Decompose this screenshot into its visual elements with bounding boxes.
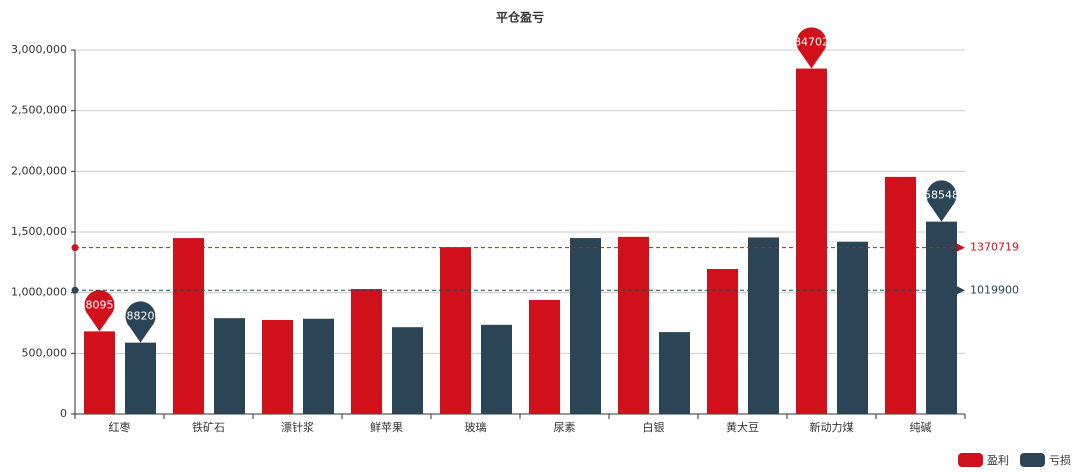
mark-point-label: 588200 (120, 310, 162, 323)
bar (351, 289, 382, 414)
y-tick-label: 1,000,000 (11, 286, 67, 299)
bar (392, 327, 423, 414)
y-tick-label: 1,500,000 (11, 225, 67, 238)
average-start (71, 286, 79, 294)
mark-point (84, 290, 115, 332)
x-tick-label: 黄大豆 (726, 420, 759, 434)
x-tick-label: 鲜苹果 (370, 420, 403, 434)
x-tick-label: 白银 (643, 420, 665, 434)
bar (214, 318, 245, 414)
y-tick-label: 3,000,000 (11, 43, 67, 56)
bar (481, 324, 512, 414)
bar (262, 319, 293, 414)
bar (125, 342, 156, 414)
x-tick-label: 纯碱 (910, 421, 932, 434)
average-start (71, 244, 79, 252)
average-label: 1370719 (970, 241, 1019, 254)
mark-point (796, 27, 827, 69)
legend-label: 盈利 (987, 454, 1009, 467)
y-tick-label: 0 (60, 407, 67, 420)
bar (885, 176, 916, 414)
chart-title: 平仓盈亏 (496, 10, 544, 25)
bar (926, 221, 957, 414)
y-tick-label: 2,000,000 (11, 164, 67, 177)
bar (796, 68, 827, 414)
bar (173, 238, 204, 414)
x-tick-label: 铁矿石 (192, 421, 225, 434)
mark-point (926, 180, 957, 222)
bar (748, 237, 779, 414)
mark-point-label: 2847020 (787, 36, 836, 49)
legend-swatch (958, 453, 983, 467)
x-tick-label: 漂针浆 (281, 420, 314, 434)
bar (659, 332, 690, 414)
x-tick-label: 新动力煤 (810, 420, 854, 434)
bar (570, 238, 601, 414)
bar (837, 241, 868, 414)
bar (84, 331, 115, 414)
x-tick-label: 尿素 (554, 421, 576, 434)
y-tick-label: 2,500,000 (11, 104, 67, 117)
mark-point-label: 1585480 (917, 189, 966, 202)
mark-point (125, 301, 156, 343)
bar (618, 236, 649, 414)
mark-point-label: 680950 (79, 298, 121, 311)
bar (529, 299, 560, 414)
legend-label: 亏损 (1049, 453, 1071, 467)
bar (440, 247, 471, 414)
average-label: 1019900 (970, 283, 1019, 296)
average-arrow (957, 286, 965, 295)
x-tick-label: 玻璃 (465, 420, 487, 434)
x-tick-label: 红枣 (109, 421, 131, 434)
bar (707, 269, 738, 414)
average-arrow (957, 243, 965, 252)
y-tick-label: 500,000 (22, 346, 68, 359)
bar (303, 318, 334, 414)
legend-swatch (1020, 453, 1045, 467)
